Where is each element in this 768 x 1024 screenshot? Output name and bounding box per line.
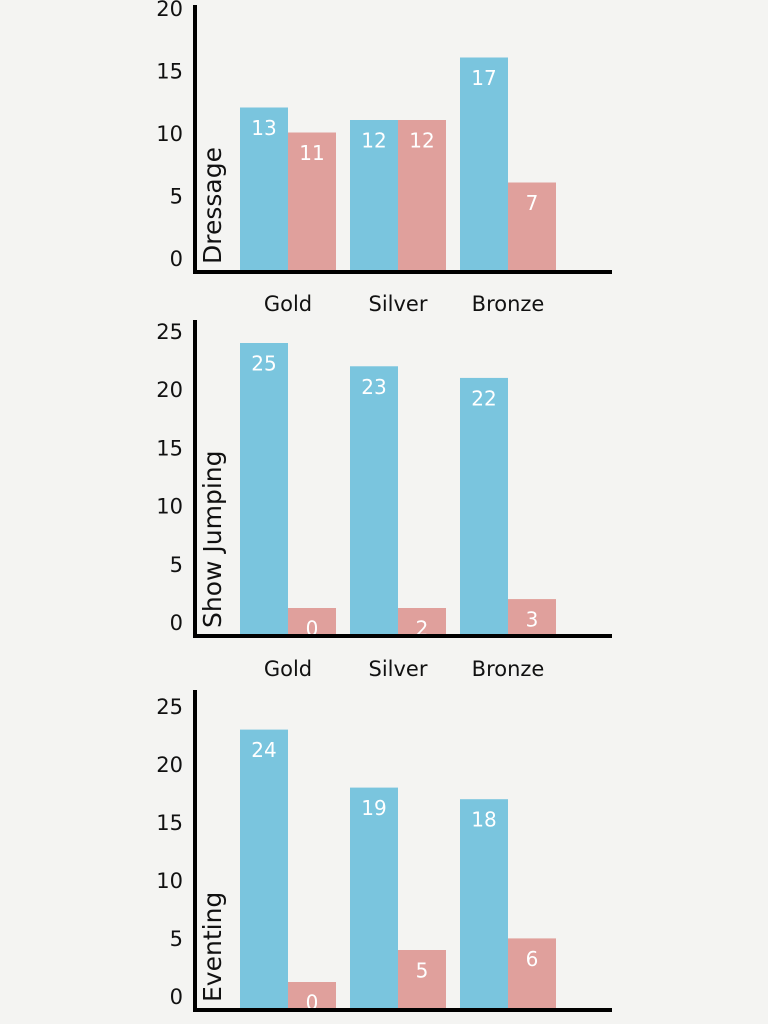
bar <box>508 182 556 270</box>
y-tick-label: 25 <box>156 320 183 344</box>
value-label: 25 <box>251 352 276 376</box>
bar <box>240 107 288 270</box>
bar <box>460 57 508 270</box>
x-tick-label: Silver <box>369 657 428 681</box>
value-label: 12 <box>361 129 386 153</box>
value-label: 19 <box>361 796 386 820</box>
bar <box>508 599 556 634</box>
value-label: 23 <box>361 375 386 399</box>
value-label: 12 <box>409 129 434 153</box>
y-tick-label: 10 <box>156 869 183 893</box>
bar <box>288 608 336 634</box>
y-tick-label: 0 <box>170 611 183 635</box>
y-tick-label: 5 <box>170 553 183 577</box>
x-tick-label: Bronze <box>472 657 545 681</box>
value-label: 22 <box>471 386 496 410</box>
value-label: 17 <box>471 66 496 90</box>
value-label: 24 <box>251 738 276 762</box>
bar <box>460 377 508 634</box>
bar <box>398 950 446 1008</box>
bar <box>288 982 336 1008</box>
bar <box>350 787 398 1008</box>
x-tick-label: Silver <box>369 292 428 316</box>
bar <box>350 366 398 634</box>
y-tick-label: 0 <box>170 985 183 1009</box>
y-tick-label: 0 <box>170 247 183 271</box>
y-tick-label: 25 <box>156 695 183 719</box>
x-tick-label: Gold <box>264 292 312 316</box>
y-tick-label: 15 <box>156 436 183 460</box>
y-tick-label: 10 <box>156 495 183 519</box>
bar <box>240 729 288 1008</box>
y-tick-label: 15 <box>156 60 183 84</box>
bar <box>508 938 556 1008</box>
bar <box>460 799 508 1008</box>
value-label: 5 <box>416 959 429 983</box>
value-label: 7 <box>526 191 539 215</box>
y-tick-label: 5 <box>170 927 183 951</box>
value-label: 6 <box>526 947 539 971</box>
y-axis-label: Show Jumping <box>198 450 227 628</box>
bar <box>288 132 336 270</box>
bar <box>398 608 446 634</box>
y-tick-label: 20 <box>156 378 183 402</box>
y-tick-label: 10 <box>156 122 183 146</box>
y-tick-label: 5 <box>170 185 183 209</box>
value-label: 3 <box>526 608 539 632</box>
y-axis-label: Eventing <box>198 892 227 1002</box>
bar <box>398 120 446 270</box>
y-tick-label: 15 <box>156 811 183 835</box>
value-label: 18 <box>471 808 496 832</box>
bar <box>240 343 288 634</box>
bar <box>350 120 398 270</box>
x-tick-label: Gold <box>264 657 312 681</box>
y-axis-label: Dressage <box>198 147 227 264</box>
y-tick-label: 20 <box>156 0 183 21</box>
x-tick-label: Bronze <box>472 292 545 316</box>
value-label: 11 <box>299 141 324 165</box>
value-label: 13 <box>251 116 276 140</box>
y-tick-label: 20 <box>156 753 183 777</box>
